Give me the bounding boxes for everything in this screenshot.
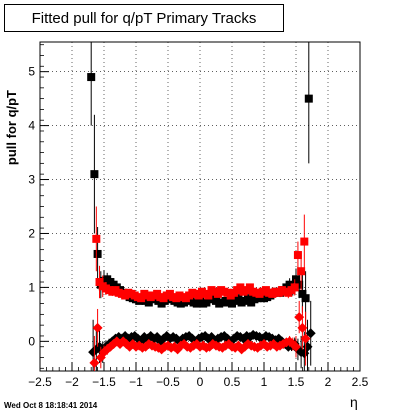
data-point-square	[137, 294, 146, 303]
data-point-diamond	[297, 322, 308, 333]
data-point-square	[298, 289, 307, 298]
x-tick-label: −1.5	[92, 375, 116, 389]
data-point-diamond	[92, 322, 103, 333]
data-point-square	[93, 249, 102, 258]
x-tick-label: 0.5	[224, 375, 241, 389]
data-point-square	[92, 234, 101, 243]
x-tick-label: 0	[197, 375, 204, 389]
x-tick-label: 2	[325, 375, 332, 389]
data-point-square	[236, 283, 245, 292]
data-point-square	[95, 278, 104, 287]
x-tick-label: −2	[65, 375, 79, 389]
data-point-square	[234, 294, 243, 303]
data-point-square	[245, 283, 254, 292]
y-tick-label: 1	[28, 280, 35, 294]
data-point-square	[87, 73, 96, 82]
x-tick-label: 1.5	[288, 375, 305, 389]
data-point-square	[293, 251, 302, 260]
y-tick-label: 3	[28, 173, 35, 187]
data-point-square	[295, 280, 304, 289]
data-point-square	[304, 94, 313, 103]
data-point-diamond	[302, 341, 313, 352]
data-point-square	[204, 291, 213, 300]
data-point-square	[292, 275, 300, 284]
data-point-square	[202, 298, 211, 307]
data-point-square	[90, 170, 99, 179]
data-point-square	[144, 298, 153, 307]
data-point-square	[301, 294, 310, 303]
data-point-diamond	[291, 341, 301, 352]
chart-title: Fitted pull for q/pT Primary Tracks	[31, 9, 257, 27]
x-tick-label: −1	[129, 375, 143, 389]
y-tick-label: 0	[28, 334, 35, 348]
y-axis-label: pull for q/pT	[4, 90, 19, 166]
data-point-square	[297, 267, 306, 276]
datestamp: Wed Oct 8 18:18:41 2014	[4, 401, 98, 410]
x-axis-label: η	[350, 394, 358, 410]
y-tick-label: 5	[28, 65, 35, 79]
x-tick-label: 1	[261, 375, 268, 389]
data-point-square	[290, 283, 299, 292]
data-point-diamond	[300, 333, 311, 344]
chart-title-box: Fitted pull for q/pT Primary Tracks	[4, 4, 284, 32]
data-point-diamond	[305, 328, 316, 339]
data-point-diamond	[89, 357, 100, 368]
data-point-square	[244, 294, 252, 303]
x-tick-label: 2.5	[352, 375, 369, 389]
y-tick-label: 2	[28, 226, 35, 240]
data-point-diamond	[294, 312, 305, 323]
y-tick-label: 4	[28, 119, 35, 133]
x-tick-label: −2.5	[28, 375, 52, 389]
y-axis-label-wrap: pull for q/pT	[4, 90, 24, 165]
data-point-square	[300, 237, 309, 246]
x-tick-label: −0.5	[156, 375, 180, 389]
